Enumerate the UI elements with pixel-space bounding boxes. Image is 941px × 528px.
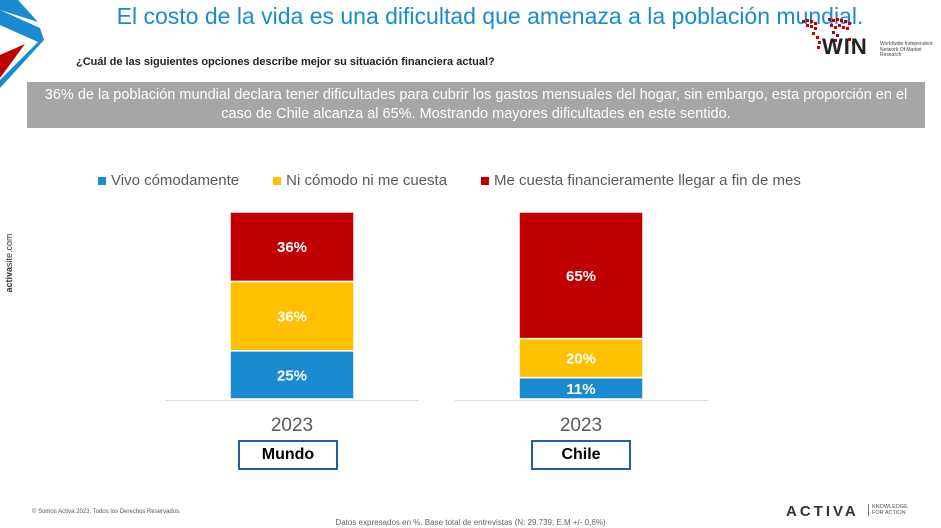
data-label: 65% bbox=[566, 268, 596, 285]
region-label-mundo: Mundo bbox=[238, 440, 338, 470]
bar-segment bbox=[518, 211, 644, 340]
tagline-line-2: FOR ACTION bbox=[872, 510, 906, 516]
activa-corner-logo bbox=[0, 0, 44, 88]
bar-segment bbox=[229, 211, 355, 283]
summary-banner: 36% de la población mundial declara tene… bbox=[27, 82, 925, 128]
data-label: 36% bbox=[277, 239, 307, 256]
survey-question: ¿Cuál de las siguientes opciones describ… bbox=[76, 56, 495, 68]
x-tick-label: 2023 bbox=[271, 415, 313, 436]
tagline-line-1: KNOWLEDGE bbox=[872, 504, 908, 510]
x-tick-label: 2023 bbox=[560, 415, 602, 436]
footnote: Datos expresados en %. Base total de ent… bbox=[335, 518, 606, 527]
legend-label: Me cuesta financieramente llegar a fin d… bbox=[494, 172, 801, 189]
data-label: 20% bbox=[566, 351, 596, 368]
legend-swatch bbox=[481, 176, 490, 185]
activa-tagline: KNOWLEDGE FOR ACTION bbox=[868, 504, 908, 516]
bar-segment bbox=[518, 337, 644, 379]
legend-label: Vivo cómodamente bbox=[111, 172, 240, 189]
page-title: El costo de la vida es una dificultad qu… bbox=[116, 3, 864, 29]
legend-item-ni-comodo: Ni cómodo ni me cuesta bbox=[273, 172, 447, 189]
data-label: 25% bbox=[277, 367, 307, 384]
legend-swatch bbox=[273, 176, 282, 185]
win-logo: WIN Worldwide Independent Network Of Mar… bbox=[800, 14, 936, 64]
region-label-chile: Chile bbox=[531, 440, 631, 470]
legend-swatch bbox=[98, 176, 106, 185]
legend-item-me-cuesta: Me cuesta financieramente llegar a fin d… bbox=[481, 172, 801, 189]
data-label: 11% bbox=[566, 381, 595, 398]
legend-item-vivo: Vivo cómodamente bbox=[98, 172, 239, 189]
win-subtext: Worldwide Independent Network Of Market … bbox=[880, 41, 933, 58]
summary-banner-text: 36% de la población mundial declara tene… bbox=[44, 87, 908, 122]
legend-label: Ni cómodo ni me cuesta bbox=[286, 172, 448, 189]
world-map-icon bbox=[802, 18, 855, 49]
win-wordmark: WIN bbox=[822, 34, 868, 59]
chart-legend: Vivo cómodamente Ni cómodo ni me cuesta … bbox=[98, 172, 835, 189]
activa-brand: ACTIVA bbox=[786, 503, 859, 520]
bar-segment bbox=[229, 280, 355, 352]
copyright: © Somos Activa 2023. Todos los Derechos … bbox=[32, 509, 181, 515]
data-label: 36% bbox=[277, 309, 307, 326]
